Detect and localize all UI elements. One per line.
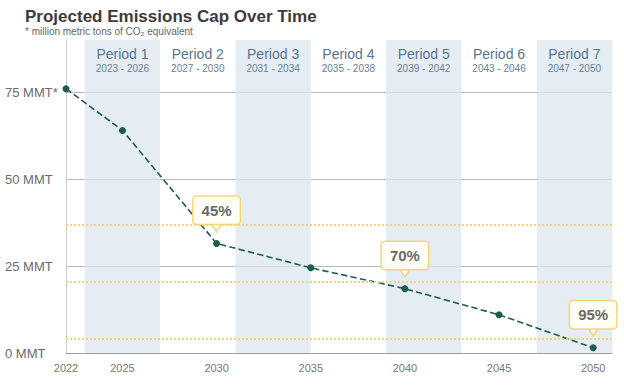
svg-text:2050: 2050 bbox=[581, 362, 605, 374]
svg-text:2043 - 2046: 2043 - 2046 bbox=[472, 63, 526, 74]
svg-text:2035: 2035 bbox=[299, 362, 323, 374]
svg-text:2027 - 2030: 2027 - 2030 bbox=[171, 63, 225, 74]
svg-text:Period 3: Period 3 bbox=[247, 46, 299, 62]
svg-text:2025: 2025 bbox=[110, 362, 134, 374]
svg-text:2031 - 2034: 2031 - 2034 bbox=[246, 63, 300, 74]
svg-text:Period 5: Period 5 bbox=[398, 46, 450, 62]
svg-text:2045: 2045 bbox=[487, 362, 511, 374]
svg-text:75 MMT*: 75 MMT* bbox=[5, 85, 58, 100]
svg-text:50 MMT: 50 MMT bbox=[5, 172, 53, 187]
svg-text:2023 - 2026: 2023 - 2026 bbox=[96, 63, 150, 74]
svg-text:70%: 70% bbox=[390, 247, 420, 264]
svg-text:Period 1: Period 1 bbox=[96, 46, 148, 62]
svg-text:* million metric tons of CO₂ e: * million metric tons of CO₂ equivalent bbox=[25, 26, 193, 37]
svg-text:2035 - 2038: 2035 - 2038 bbox=[322, 63, 376, 74]
svg-text:25 MMT: 25 MMT bbox=[5, 259, 53, 274]
svg-text:Period 6: Period 6 bbox=[473, 46, 525, 62]
svg-text:2039 - 2042: 2039 - 2042 bbox=[397, 63, 451, 74]
svg-text:0 MMT: 0 MMT bbox=[5, 346, 46, 361]
svg-text:2030: 2030 bbox=[204, 362, 228, 374]
svg-text:2047 - 2050: 2047 - 2050 bbox=[548, 63, 602, 74]
svg-text:Projected Emissions Cap Over T: Projected Emissions Cap Over Time bbox=[25, 7, 317, 26]
svg-text:Period 2: Period 2 bbox=[172, 46, 224, 62]
svg-text:95%: 95% bbox=[578, 306, 608, 323]
svg-text:45%: 45% bbox=[202, 202, 232, 219]
svg-text:Period 7: Period 7 bbox=[548, 46, 600, 62]
svg-text:2040: 2040 bbox=[393, 362, 417, 374]
svg-text:Period 4: Period 4 bbox=[322, 46, 374, 62]
svg-text:2022: 2022 bbox=[54, 362, 78, 374]
